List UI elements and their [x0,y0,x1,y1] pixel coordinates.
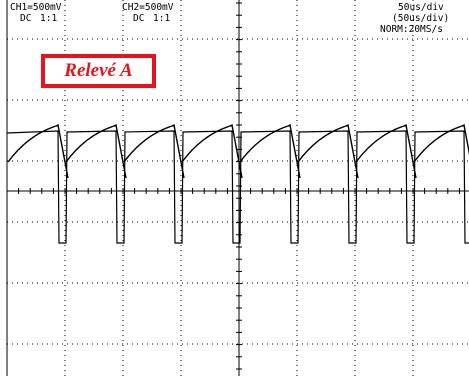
ch2-scale-label: CH2=500mV [122,2,174,13]
ch2-sawtooth-trace [7,123,469,179]
ch1-probe-ratio: 1:1 [40,13,58,24]
delayed-timebase-label: (50us/div) [392,13,450,24]
acquisition-mode-label: NORM:20MS/s [380,24,443,35]
graticule [6,0,469,376]
annotation-box: Relevé A [41,54,156,88]
ch1-square-trace [6,130,469,244]
timebase-label: 50us/div [398,2,444,13]
ch1-scale-label: CH1=500mV [10,2,62,13]
waveform-traces [6,123,469,244]
ch2-probe-ratio: 1:1 [153,13,171,24]
ch1-coupling: DC [20,13,32,24]
annotation-label: Relevé A [64,60,133,81]
ch2-coupling: DC [133,13,145,24]
